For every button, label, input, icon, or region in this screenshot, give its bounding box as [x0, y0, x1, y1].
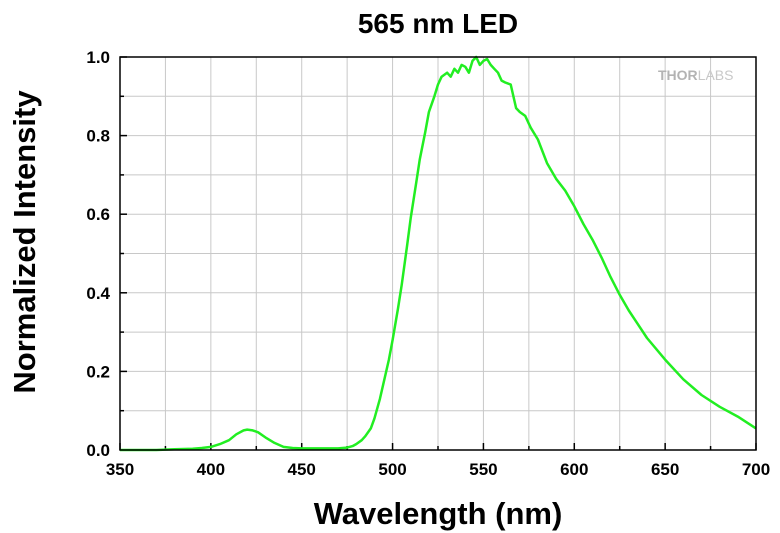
x-tick-label: 600: [560, 460, 588, 479]
x-tick-label: 650: [651, 460, 679, 479]
thorlabs-watermark: THORLABS: [658, 67, 733, 83]
y-tick-labels: 0.0 0.2 0.4 0.6 0.8 1.0: [86, 48, 110, 460]
x-axis-label: Wavelength (nm): [314, 496, 563, 531]
x-tick-label: 700: [742, 460, 770, 479]
x-tick-labels: 350 400 450 500 550 600 650 700: [106, 460, 770, 479]
y-tick-label: 0.4: [86, 284, 110, 303]
x-tick-label: 350: [106, 460, 134, 479]
plot-frame: [119, 56, 757, 451]
y-tick-label: 0.8: [86, 127, 110, 146]
watermark-part2: LABS: [698, 67, 734, 83]
grid: [120, 57, 756, 450]
y-tick-label: 0.6: [86, 205, 110, 224]
series-line-1: [120, 55, 757, 452]
y-axis-label: Normalized Intensity: [7, 90, 42, 394]
y-tick-label: 0.0: [86, 441, 110, 460]
x-tick-label: 400: [197, 460, 225, 479]
x-tick-label: 450: [288, 460, 316, 479]
series-layer: [120, 55, 757, 452]
y-tick-label: 0.2: [86, 362, 110, 381]
watermark-part1: THOR: [658, 67, 698, 83]
y-tick-label: 1.0: [86, 48, 110, 67]
chart-title: 565 nm LED: [358, 8, 518, 39]
x-tick-label: 500: [378, 460, 406, 479]
x-tick-label: 550: [469, 460, 497, 479]
